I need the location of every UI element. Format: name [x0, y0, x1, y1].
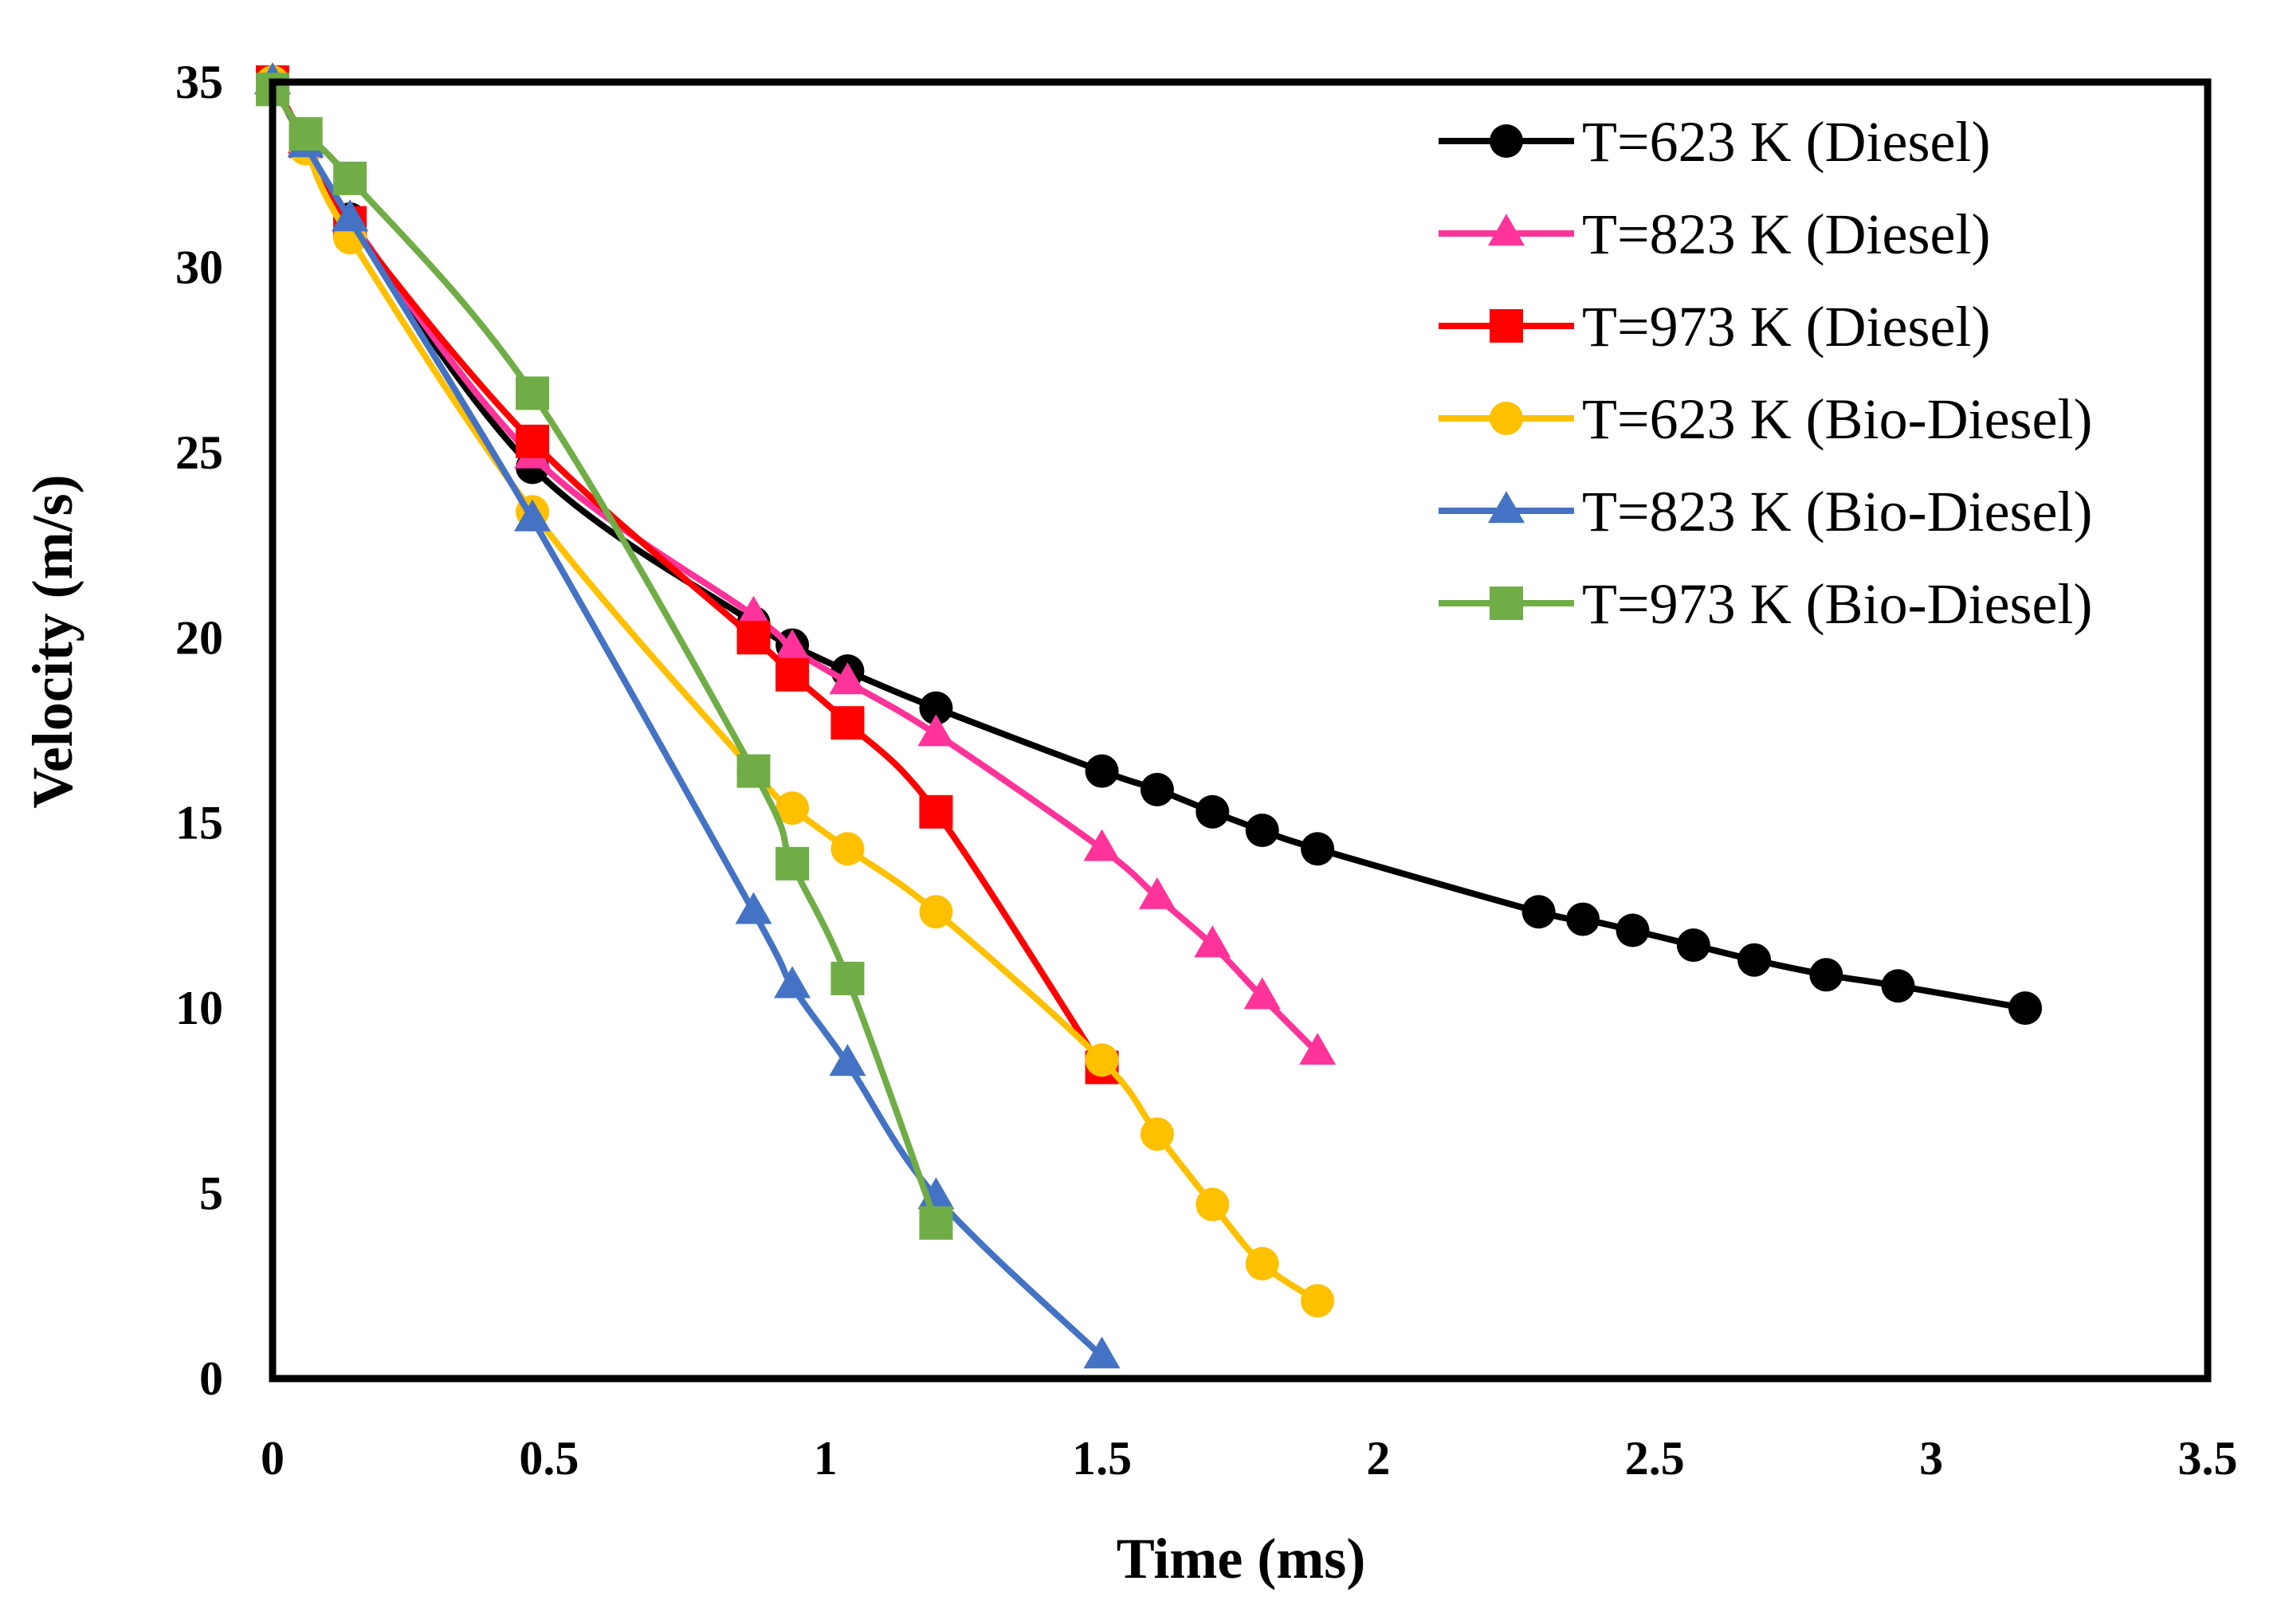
data-point: [1301, 832, 1335, 866]
data-point: [1301, 1284, 1335, 1318]
data-point: [289, 117, 323, 151]
legend: T=623 K (Diesel) T=823 K (Diesel) T=973 K …: [1439, 110, 2092, 636]
data-point: [1676, 928, 1710, 963]
legend-marker: [1488, 214, 1525, 246]
y-tick-label: 5: [199, 1167, 223, 1220]
x-tick-label: 0: [261, 1432, 285, 1485]
data-point: [1083, 1336, 1121, 1369]
data-point: [1299, 1033, 1337, 1065]
data-point: [830, 961, 865, 995]
data-point: [332, 199, 369, 232]
legend-item: T=973 K (Bio-Diesel): [1439, 572, 2092, 636]
data-point: [1085, 1043, 1119, 1077]
data-point: [830, 706, 865, 740]
y-tick-label: 10: [175, 982, 223, 1034]
y-tick-label: 35: [175, 56, 223, 108]
legend-item: T=823 K (Bio-Diesel): [1439, 480, 2092, 543]
y-tick-label: 25: [175, 426, 223, 479]
data-point: [1083, 829, 1121, 861]
data-point: [774, 629, 811, 661]
legend-marker: [1490, 124, 1523, 158]
plot-frame: [269, 78, 2212, 1383]
data-point: [735, 892, 772, 924]
series-6: [256, 73, 953, 1240]
legend-marker: [1490, 309, 1523, 343]
data-point: [1245, 814, 1279, 848]
legend-label: T=823 K (Bio-Diesel): [1582, 480, 2092, 543]
data-point: [919, 794, 953, 829]
y-tick-label: 15: [175, 797, 223, 849]
data-point: [1245, 1246, 1279, 1281]
data-point: [1809, 958, 1843, 992]
data-point: [775, 846, 810, 881]
data-point: [919, 1206, 953, 1240]
legend-item: T=623 K (Bio-Diesel): [1439, 387, 2092, 451]
data-point: [775, 791, 810, 826]
series-layer: [254, 62, 2043, 1369]
legend-label: T=973 K (Diesel): [1582, 295, 1990, 359]
legend-marker: [1488, 491, 1525, 524]
series-line: [269, 79, 1321, 1304]
data-point: [516, 376, 550, 410]
data-point: [919, 895, 953, 929]
data-point: [1881, 969, 1915, 1003]
data-point: [1194, 925, 1231, 958]
data-point: [735, 595, 772, 628]
data-point: [516, 424, 550, 458]
y-axis-title: Velocity (m/s): [21, 474, 84, 808]
data-point: [1616, 913, 1650, 947]
legend-item: T=623 K (Diesel): [1439, 110, 1990, 174]
legend-marker: [1490, 586, 1523, 620]
legend-marker: [1490, 402, 1523, 435]
x-tick-label: 1.5: [1072, 1432, 1132, 1485]
data-point: [917, 714, 955, 747]
data-point: [775, 657, 810, 692]
data-point: [829, 662, 866, 695]
data-point: [1521, 895, 1556, 929]
x-tick-label: 2: [1366, 1432, 1390, 1485]
data-point: [1195, 1187, 1230, 1222]
data-point: [1195, 794, 1230, 829]
plot-frame-layer: [269, 78, 2212, 1383]
x-tick-label: 3.5: [2178, 1432, 2238, 1485]
data-point: [829, 1044, 866, 1077]
data-point: [333, 161, 367, 195]
data-point: [514, 499, 552, 532]
data-point: [1140, 772, 1174, 806]
x-tick-label: 3: [1919, 1432, 1943, 1485]
data-point: [1737, 943, 1772, 977]
x-tick-label: 0.5: [519, 1432, 579, 1485]
data-point: [1140, 1117, 1174, 1151]
data-point: [1138, 877, 1176, 909]
y-tick-label: 0: [199, 1352, 223, 1405]
data-point: [736, 754, 771, 788]
x-tick-label: 1: [814, 1432, 838, 1485]
legend-label: T=823 K (Diesel): [1582, 202, 1990, 266]
data-point: [774, 966, 811, 998]
y-tick-label: 20: [175, 611, 223, 664]
data-point: [1085, 754, 1119, 788]
data-point: [1566, 902, 1600, 936]
data-point: [1243, 977, 1281, 1010]
x-tick-label: 2.5: [1625, 1432, 1685, 1485]
data-point: [919, 691, 953, 725]
data-point: [2008, 991, 2043, 1026]
x-axis-ticks: 0 0.5 1 1.5 2 2.5 3 3.5: [261, 1432, 2238, 1485]
data-point: [736, 621, 771, 655]
legend-label: T=973 K (Bio-Diesel): [1582, 572, 2092, 636]
data-point: [830, 832, 865, 866]
legend-item: T=973 K (Diesel): [1439, 295, 1990, 359]
legend-item: T=823 K (Diesel): [1439, 202, 1990, 266]
y-axis-ticks: 0 5 10 15 20 25 30 35: [175, 56, 223, 1405]
y-tick-label: 30: [175, 241, 223, 293]
legend-label: T=623 K (Diesel): [1582, 110, 1990, 174]
x-axis-title: Time (ms): [1117, 1527, 1366, 1591]
legend-label: T=623 K (Bio-Diesel): [1582, 387, 2092, 451]
